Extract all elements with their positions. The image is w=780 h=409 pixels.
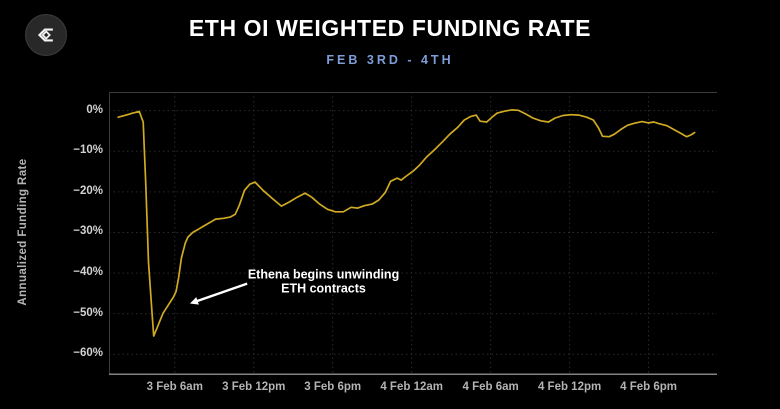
y-axis-title: Annualized Funding Rate — [17, 158, 29, 306]
annotation-text: ETH contracts — [281, 281, 366, 295]
x-tick-label: 3 Feb 12pm — [222, 381, 286, 393]
page-title: ETH OI WEIGHTED FUNDING RATE — [188, 15, 592, 41]
x-tick-label: 4 Feb 6am — [462, 381, 519, 393]
funding-rate-line — [117, 109, 696, 337]
y-tick-label: 0% — [86, 103, 103, 116]
y-tick-label: −20% — [73, 184, 103, 197]
y-tick-label: −10% — [73, 144, 103, 157]
y-tick-label: −40% — [73, 266, 103, 279]
x-tick-label: 4 Feb 6pm — [620, 381, 677, 393]
x-tick-label: 4 Feb 12am — [380, 381, 443, 393]
y-tick-label: −30% — [73, 225, 103, 238]
x-tick-label: 4 Feb 12pm — [537, 381, 602, 393]
velo-logo-icon — [25, 14, 67, 56]
annotation-text: Ethena begins unwinding — [248, 267, 399, 281]
x-tick-label: 3 Feb 6pm — [304, 381, 362, 393]
annotation-arrowhead — [189, 297, 199, 305]
sigma-diamond-glyph — [37, 28, 53, 42]
annotation-arrow — [193, 282, 248, 304]
y-tick-label: −60% — [73, 347, 103, 360]
x-tick-label: 3 Feb 6am — [146, 381, 203, 393]
y-tick-label: −50% — [73, 306, 103, 319]
page-subtitle: FEB 3RD - 4TH — [326, 53, 454, 67]
